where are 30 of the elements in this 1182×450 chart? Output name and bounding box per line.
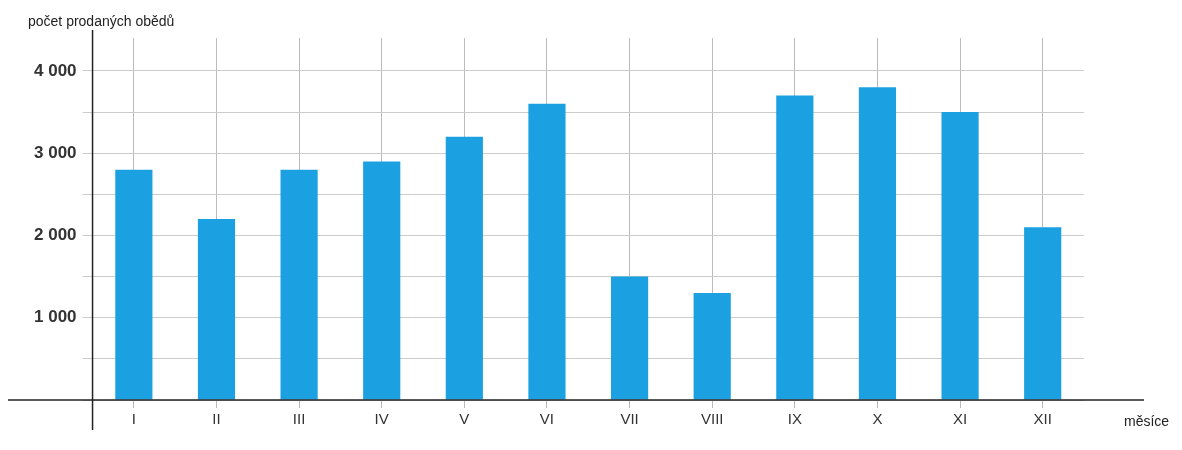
bar — [941, 112, 979, 400]
bar — [610, 276, 649, 400]
x-tick-label: V — [459, 410, 470, 428]
x-axis-title: měsíce — [1124, 412, 1170, 429]
y-tick-label: 3 000 — [33, 142, 77, 162]
bar — [776, 95, 814, 400]
bar — [858, 87, 897, 400]
x-tick-label: XII — [1033, 410, 1052, 428]
bar — [197, 219, 236, 400]
y-tick-label: 1 000 — [33, 307, 77, 327]
bar — [115, 169, 153, 400]
bar — [693, 293, 731, 400]
bar — [1024, 227, 1062, 400]
x-tick-label: VI — [539, 410, 555, 428]
bar — [528, 103, 566, 400]
bar — [445, 136, 483, 400]
y-axis-title: počet prodaných obědů — [28, 12, 175, 29]
y-tick-label: 2 000 — [33, 225, 77, 245]
y-tick-label: 4 000 — [33, 60, 77, 80]
x-tick-label: III — [292, 410, 306, 428]
x-tick-label: I — [131, 410, 136, 428]
x-tick-label: IV — [374, 410, 389, 428]
x-tick-label: II — [212, 410, 221, 428]
bar — [280, 169, 318, 400]
x-tick-label: XI — [952, 410, 968, 428]
x-tick-label: X — [872, 410, 883, 428]
x-tick-label: VIII — [700, 410, 724, 428]
x-tick-label: VII — [620, 410, 639, 428]
bar — [363, 161, 401, 400]
x-tick-label: IX — [787, 410, 802, 428]
